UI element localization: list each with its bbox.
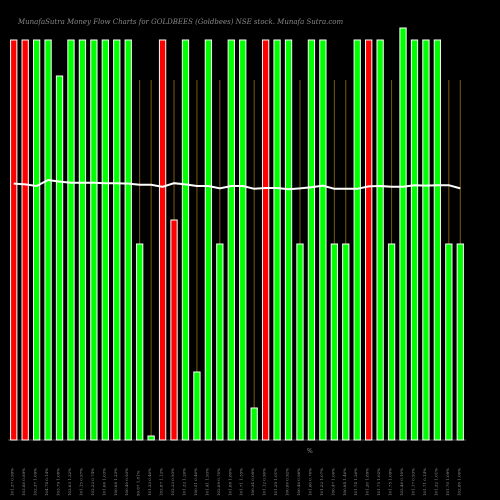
x-tick-label: 99.67 1.81%: [136, 470, 141, 496]
x-tick-label: 102.46 0.10%: [399, 468, 404, 496]
volume-bar: [284, 39, 293, 441]
x-tick-label: 101.71 1.55%: [239, 468, 244, 496]
volume-bar: [44, 39, 52, 441]
volume-bar: [399, 27, 407, 441]
volume-bar: [261, 39, 270, 441]
x-tick-label: 104.74 0.14%: [44, 468, 49, 496]
volume-bar: [456, 243, 464, 441]
x-tick-label: 101.17 0.93%: [410, 468, 415, 496]
volume-bar: [250, 407, 258, 441]
volume-bar: [193, 371, 201, 441]
x-tick-label: 102.37 1.09%: [33, 468, 38, 496]
x-tick-label: 101.41 1.93%: [204, 468, 209, 496]
volume-bar: [136, 243, 144, 441]
volume-bar: [330, 243, 338, 441]
volume-bar: [239, 39, 247, 441]
x-tick-label: 100.51 0.40%: [193, 468, 198, 496]
volume-bar: [21, 39, 29, 441]
volume-bar: [204, 39, 213, 441]
x-tick-label: 101.32 1.01%: [433, 468, 438, 496]
volume-bar: [353, 39, 361, 441]
x-tick-label: 101.29 1.01%: [273, 468, 278, 496]
x-tick-label: 101.71 0.14%: [422, 468, 427, 496]
volume-bar: [170, 219, 178, 441]
x-tick-label: 100.40 0.93%: [124, 468, 129, 496]
axis-percent-mark: %: [307, 448, 313, 455]
price-line: [13, 178, 461, 191]
volume-bar: [113, 39, 121, 441]
volume-bar: [410, 39, 419, 441]
x-tick-label: 101.66 1.03%: [101, 468, 106, 496]
x-tick-label: 101.75 1.09%: [388, 468, 393, 496]
x-tick-label: 101.32 1.26%: [181, 468, 186, 496]
line-layer: [13, 178, 461, 191]
chart-title: MunafaSutra Money Flow Charts for GOLDBE…: [17, 18, 343, 26]
volume-bar: [387, 243, 396, 441]
x-tick-label: 103.88 0.89%: [21, 468, 26, 496]
x-tick-label: 100.46 0.98%: [296, 468, 301, 496]
volume-bar: [445, 243, 453, 441]
volume-bar: [181, 39, 190, 441]
x-tick-label: 100.47 1.06%: [330, 468, 335, 496]
x-tick-label: 100.84 1.46%: [342, 468, 347, 496]
volume-bar: [365, 39, 373, 441]
x-tick-label: 101.12 0.90%: [262, 468, 267, 496]
volume-bar: [296, 243, 304, 441]
volume-bar: [67, 39, 75, 441]
x-tick-label: 101.70 1.09%: [445, 468, 450, 496]
volume-bar: [422, 39, 430, 441]
volume-bar: [124, 39, 132, 441]
volume-bar: [433, 39, 442, 441]
volume-bar: [158, 39, 167, 441]
x-tick-label: 101.88 1.80%: [227, 468, 232, 496]
volume-bar: [307, 39, 316, 441]
x-tick-label: 101.74 1.26%: [353, 468, 358, 496]
label-layer: 101.37 0.99% 103.88 0.89% 102.37 1.09% 104.…: [10, 468, 462, 496]
volume-bar: [101, 39, 109, 441]
volume-bar: [342, 243, 350, 441]
x-tick-label: 102.80 1.00%: [456, 468, 461, 496]
volume-bar: [55, 75, 64, 441]
x-tick-label: 101.20 1.89%: [365, 468, 370, 496]
volume-bar: [273, 39, 281, 441]
volume-bar: [32, 39, 41, 441]
x-tick-label: 103.79 1.08%: [56, 468, 61, 496]
x-tick-label: 101.22 1.07%: [319, 468, 324, 496]
x-tick-label: 102.87 1.12%: [159, 468, 164, 496]
x-tick-label: 100.34 0.08%: [250, 468, 255, 496]
volume-bar: [78, 39, 87, 441]
x-tick-label: 101.15 0.97%: [78, 468, 83, 496]
x-tick-label: 101.33 0.40%: [147, 468, 152, 496]
volume-bar: [10, 39, 18, 441]
bar-layer: [10, 27, 464, 441]
x-tick-label: 101.75 1.02%: [376, 468, 381, 496]
x-tick-label: 102.63 1.22%: [67, 468, 72, 496]
x-tick-label: 102.22 0.74%: [90, 468, 95, 496]
volume-bar: [147, 435, 155, 441]
volume-bar: [227, 39, 235, 441]
volume-bar: [376, 39, 384, 441]
x-tick-label: 102.09 0.70%: [216, 468, 221, 496]
volume-bar: [216, 243, 224, 441]
x-tick-label: 100.80 0.92%: [285, 468, 290, 496]
volume-bar: [90, 39, 98, 441]
x-tick-label: 100.88 1.23%: [113, 468, 118, 496]
x-tick-label: 101.37 0.99%: [10, 468, 15, 496]
volume-bar: [319, 39, 327, 441]
x-tick-label: 102.33 0.93%: [170, 468, 175, 496]
x-tick-label: 101.60 0.70%: [307, 468, 312, 496]
